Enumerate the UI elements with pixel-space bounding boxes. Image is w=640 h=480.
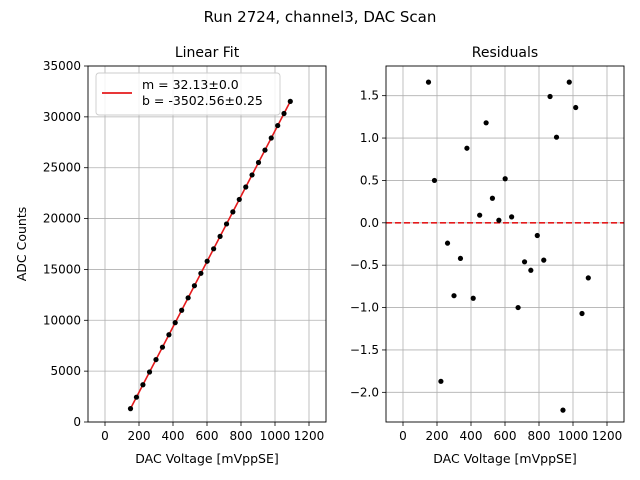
chart-1-point-12 [502, 176, 508, 182]
chart-0-xtick-label-4: 800 [230, 429, 253, 443]
chart-1-ytick-label-1: −1.5 [350, 343, 379, 357]
chart-0-ytick-label-7: 35000 [43, 59, 81, 73]
chart-0-ytick-label-2: 10000 [43, 313, 81, 327]
chart-0-point-21 [262, 147, 268, 153]
chart-0-point-19 [249, 172, 255, 178]
chart-1-point-11 [496, 217, 502, 223]
chart-1-point-10 [489, 195, 496, 201]
chart-1-point-1 [431, 177, 438, 184]
figure-title: Run 2724, channel3, DAC Scan [204, 8, 437, 26]
chart-1-frame [385, 65, 625, 423]
chart-1-point-6 [464, 145, 470, 151]
chart-0-point-13 [211, 246, 217, 252]
residuals-panel: 0 200 400 600 800 1000 1200 −2.0 −1.5 −1.0 −0.5 0.0… [350, 45, 625, 466]
chart-1-point-22 [566, 79, 572, 85]
chart-1-xtick-label-2: 400 [460, 429, 483, 443]
chart-1-point-21 [560, 407, 566, 413]
chart-0-point-9 [185, 295, 191, 301]
chart-1-point-7 [470, 295, 476, 301]
chart-0-ytick-label-1: 5000 [50, 364, 81, 378]
chart-1-point-20 [553, 134, 560, 140]
chart-1-xtick-label-4: 800 [528, 429, 551, 443]
chart-0-ytick-label-4: 20000 [43, 212, 81, 226]
chart-1-xtick-label-0: 0 [399, 429, 407, 443]
chart-0-point-17 [236, 196, 242, 203]
linear-fit-panel: 0 200 400 600 800 1000 1200 0 5000 10000 15000 2000… [14, 45, 327, 466]
chart-1-point-14 [515, 304, 521, 311]
chart-1-ytick-label-3: −0.5 [350, 258, 379, 272]
chart-1-point-24 [579, 310, 585, 317]
chart-0-point-14 [217, 233, 223, 239]
chart-0-point-6 [166, 332, 172, 338]
chart-1-ytick-label-7: 1.5 [360, 89, 379, 103]
chart-0-point-25 [287, 98, 293, 104]
chart-0-ytick-label-6: 30000 [43, 110, 81, 124]
chart-0-ylabel: ADC Counts [14, 207, 29, 282]
chart-0-legend-entry-1: b = -3502.56±0.25 [142, 93, 263, 108]
chart-0-xtick-label-6: 1200 [294, 429, 325, 443]
chart-1-point-18 [541, 257, 547, 263]
chart-1-point-25 [585, 275, 591, 281]
chart-0-point-23 [275, 122, 281, 129]
chart-0-point-16 [230, 209, 236, 215]
chart-1-point-3 [444, 240, 451, 246]
chart-0-legend-box [95, 72, 281, 116]
chart-1-point-16 [528, 267, 534, 273]
chart-1-ytick-label-2: −1.0 [350, 301, 379, 315]
chart-0-xtick-label-5: 1000 [260, 429, 291, 443]
chart-0-xlabel: DAC Voltage [mVppSE] [135, 451, 278, 466]
chart-1-ytick-label-0: −2.0 [350, 385, 379, 399]
chart-0-point-18 [243, 184, 249, 190]
chart-0-point-24 [281, 110, 287, 117]
chart-0-point-15 [223, 221, 230, 227]
chart-1-xtick-label-1: 200 [426, 429, 449, 443]
chart-0-frame [87, 65, 327, 423]
chart-1-xtick-label-5: 1000 [558, 429, 589, 443]
chart-1-point-9 [483, 120, 489, 126]
chart-1-point-17 [534, 232, 540, 239]
chart-0-point-0 [127, 406, 134, 412]
chart-0-point-7 [172, 320, 178, 326]
chart-1-xtick-label-6: 1200 [592, 429, 623, 443]
chart-0-point-10 [191, 283, 198, 289]
chart-0-xtick-label-0: 0 [101, 429, 109, 443]
chart-1-title: Residuals [472, 45, 538, 61]
chart-0-point-20 [255, 159, 262, 166]
chart-0-point-3 [146, 369, 153, 375]
chart-0-point-5 [159, 344, 166, 350]
chart-0-xtick-label-3: 600 [196, 429, 219, 443]
chart-0-ytick-label-5: 25000 [43, 161, 81, 175]
chart-1-ytick-label-6: 1.0 [360, 131, 379, 145]
chart-0-fit-line [129, 101, 292, 409]
chart-0-legend-entry-0: m = 32.13±0.0 [142, 77, 239, 92]
chart-1-xtick-label-3: 600 [494, 429, 517, 443]
chart-1-point-5 [457, 255, 464, 262]
chart-0-xtick-label-2: 400 [162, 429, 185, 443]
chart-0-point-11 [198, 270, 204, 276]
chart-0-ytick-label-0: 0 [73, 415, 81, 429]
chart-0-title: Linear Fit [175, 45, 240, 61]
chart-0-point-22 [268, 135, 274, 141]
chart-1-xlabel: DAC Voltage [mVppSE] [433, 451, 576, 466]
chart-0-ytick-label-3: 15000 [43, 262, 81, 276]
chart-1-ytick-label-5: 0.5 [360, 173, 379, 187]
chart-1-point-4 [451, 293, 457, 299]
chart-0-xtick-label-1: 200 [128, 429, 151, 443]
chart-0-point-8 [179, 307, 185, 313]
chart-0-point-2 [140, 382, 146, 388]
chart-1-point-23 [573, 104, 579, 111]
chart-0-point-1 [133, 394, 140, 400]
chart-1-point-19 [547, 93, 553, 100]
chart-1-point-13 [509, 214, 515, 220]
chart-1-ytick-label-4: 0.0 [360, 216, 379, 230]
chart-1-point-8 [477, 212, 483, 218]
chart-1-point-2 [438, 378, 444, 384]
chart-1-point-15 [521, 259, 528, 265]
chart-0-point-4 [153, 356, 159, 363]
chart-0-point-12 [204, 258, 210, 264]
chart-1-point-0 [425, 79, 432, 85]
